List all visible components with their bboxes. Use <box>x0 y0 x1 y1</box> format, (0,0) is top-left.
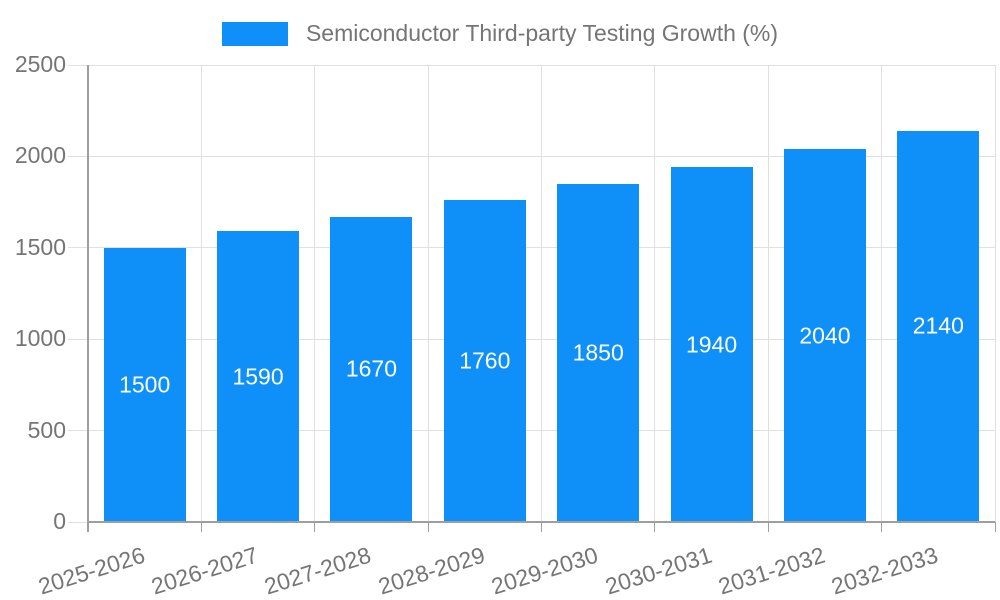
bar[interactable] <box>670 167 753 522</box>
y-tick-label: 0 <box>53 507 66 534</box>
y-tick-mark <box>68 64 88 66</box>
bar[interactable] <box>557 183 640 522</box>
bar-value-label: 1850 <box>572 339 624 366</box>
x-tick-mark <box>994 522 996 532</box>
bar-value-label: 1500 <box>119 371 171 398</box>
x-gridline <box>881 65 883 522</box>
y-tick-label: 2500 <box>14 50 66 77</box>
x-tick-mark <box>767 522 769 532</box>
y-tick-mark <box>68 338 88 340</box>
y-tick-mark <box>68 430 88 432</box>
bar[interactable] <box>783 149 866 522</box>
bar-value-label: 1590 <box>232 363 284 390</box>
x-gridline <box>994 65 996 522</box>
bar-value-label: 1670 <box>345 355 398 382</box>
bar[interactable] <box>217 231 300 522</box>
x-tick-mark <box>541 522 542 532</box>
y-tick-label: 1000 <box>14 325 66 352</box>
bar[interactable] <box>443 200 526 522</box>
x-tick-mark <box>200 522 202 532</box>
x-tick-label: 2032-2033 <box>828 541 942 600</box>
bar-value-label: 2140 <box>912 312 964 339</box>
x-gridline <box>200 65 202 522</box>
x-tick-mark <box>314 522 316 532</box>
legend-series-label: Semiconductor Third-party Testing Growth… <box>305 20 779 46</box>
x-gridline <box>427 65 429 522</box>
y-tick-label: 1500 <box>14 233 66 260</box>
x-axis-baseline <box>88 521 995 523</box>
x-gridline <box>314 65 316 522</box>
bar[interactable] <box>330 216 413 522</box>
y-tick-mark <box>68 155 88 157</box>
x-tick-label: 2026-2027 <box>148 541 261 600</box>
bar-value-label: 2040 <box>799 322 851 349</box>
x-tick-label: 2029-2030 <box>488 541 602 600</box>
x-tick-mark <box>427 522 429 532</box>
legend[interactable]: Semiconductor Third-party Testing Growth… <box>0 20 1000 47</box>
y-tick-label: 500 <box>27 416 66 443</box>
bar-value-label: 1940 <box>685 331 738 358</box>
x-tick-mark <box>881 522 883 532</box>
bar-value-label: 1760 <box>459 347 511 374</box>
x-tick-label: 2025-2026 <box>34 541 148 600</box>
x-gridline <box>654 65 656 522</box>
x-tick-label: 2030-2031 <box>601 541 715 600</box>
x-tick-mark <box>87 522 89 532</box>
y-axis-line <box>87 65 89 522</box>
x-gridline <box>541 65 542 522</box>
x-tick-label: 2027-2028 <box>261 541 375 600</box>
x-tick-mark <box>654 522 656 532</box>
x-tick-label: 2031-2032 <box>715 541 828 600</box>
y-tick-mark <box>68 521 88 523</box>
y-tick-mark <box>68 247 88 249</box>
x-tick-label: 2028-2029 <box>374 541 488 600</box>
y-tick-label: 2000 <box>14 142 66 169</box>
bar[interactable] <box>897 130 980 522</box>
x-gridline <box>767 65 769 522</box>
legend-swatch <box>221 21 288 46</box>
bar[interactable] <box>103 247 186 522</box>
